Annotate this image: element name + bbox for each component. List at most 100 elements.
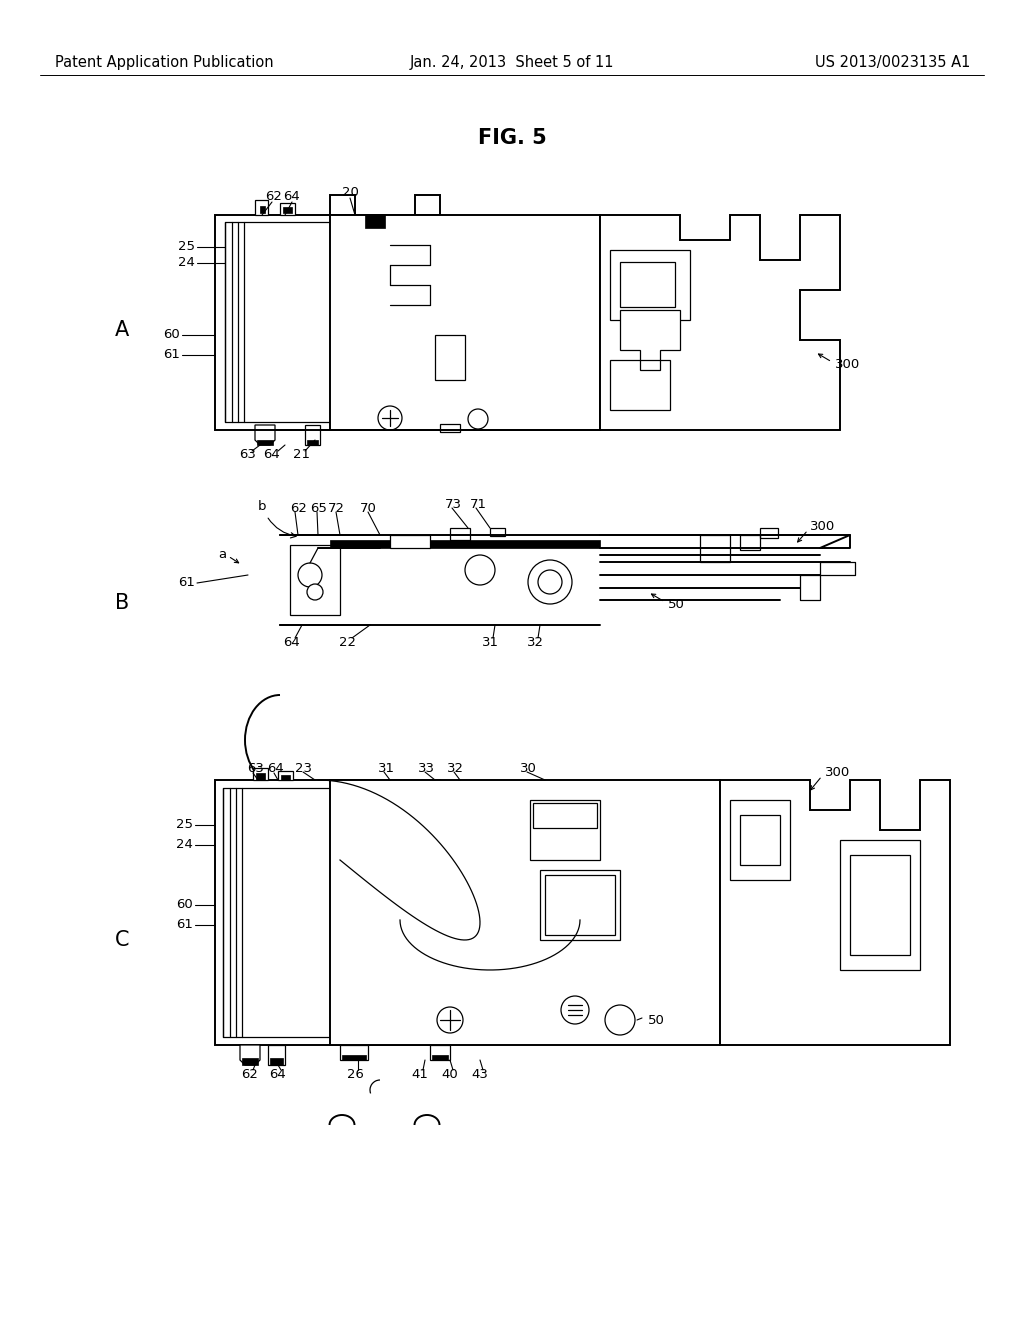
Polygon shape xyxy=(342,1055,366,1060)
Circle shape xyxy=(437,1007,463,1034)
Circle shape xyxy=(468,409,488,429)
Text: B: B xyxy=(115,593,129,612)
Circle shape xyxy=(298,564,322,587)
Polygon shape xyxy=(305,425,319,445)
Text: 31: 31 xyxy=(378,762,395,775)
Polygon shape xyxy=(240,1045,260,1065)
Polygon shape xyxy=(255,425,275,445)
Text: 300: 300 xyxy=(810,520,836,533)
Text: 43: 43 xyxy=(472,1068,488,1081)
Circle shape xyxy=(538,570,562,594)
Polygon shape xyxy=(340,1045,368,1060)
Bar xyxy=(540,870,620,940)
Text: 30: 30 xyxy=(520,762,537,775)
Text: 32: 32 xyxy=(447,762,464,775)
Text: 61: 61 xyxy=(178,577,195,590)
Circle shape xyxy=(561,997,589,1024)
Text: US 2013/0023135 A1: US 2013/0023135 A1 xyxy=(815,54,970,70)
Circle shape xyxy=(528,560,572,605)
Circle shape xyxy=(605,1005,635,1035)
Polygon shape xyxy=(270,1059,283,1065)
Text: 61: 61 xyxy=(176,919,193,932)
Text: FIG. 5: FIG. 5 xyxy=(477,128,547,148)
Polygon shape xyxy=(435,335,465,380)
Polygon shape xyxy=(283,207,292,213)
Text: 65: 65 xyxy=(310,502,327,515)
Text: 62: 62 xyxy=(265,190,282,203)
Polygon shape xyxy=(390,535,430,548)
Text: 63: 63 xyxy=(247,762,264,775)
Polygon shape xyxy=(268,1045,285,1065)
Bar xyxy=(740,535,760,550)
Text: 72: 72 xyxy=(328,502,345,515)
Text: 40: 40 xyxy=(441,1068,459,1081)
Text: 31: 31 xyxy=(481,635,499,648)
Polygon shape xyxy=(257,440,273,445)
Text: 33: 33 xyxy=(418,762,435,775)
Polygon shape xyxy=(330,215,600,430)
Circle shape xyxy=(378,407,402,430)
Polygon shape xyxy=(600,215,840,430)
Polygon shape xyxy=(253,768,268,780)
Polygon shape xyxy=(307,440,318,445)
Text: 62: 62 xyxy=(290,502,307,515)
Text: 64: 64 xyxy=(284,635,300,648)
Bar xyxy=(450,528,470,540)
Bar xyxy=(534,803,597,828)
Bar xyxy=(700,535,730,562)
Text: A: A xyxy=(115,319,129,341)
Text: b: b xyxy=(258,500,296,539)
Circle shape xyxy=(307,583,323,601)
Polygon shape xyxy=(620,310,680,370)
Bar xyxy=(530,800,600,861)
Text: 41: 41 xyxy=(412,1068,428,1081)
Text: 25: 25 xyxy=(176,818,193,832)
Text: 32: 32 xyxy=(526,635,544,648)
Bar xyxy=(620,261,675,308)
Bar xyxy=(760,528,778,539)
Text: 22: 22 xyxy=(340,635,356,648)
Text: 24: 24 xyxy=(178,256,195,269)
Bar xyxy=(290,545,340,615)
Text: 62: 62 xyxy=(242,1068,258,1081)
Polygon shape xyxy=(330,780,720,1045)
Text: 70: 70 xyxy=(360,502,377,515)
Text: 21: 21 xyxy=(294,449,310,462)
Polygon shape xyxy=(545,875,615,935)
Text: 73: 73 xyxy=(445,498,462,511)
Polygon shape xyxy=(330,195,355,215)
Text: 61: 61 xyxy=(163,348,180,362)
Polygon shape xyxy=(440,424,460,432)
Text: 20: 20 xyxy=(342,186,358,199)
Polygon shape xyxy=(280,203,295,215)
Polygon shape xyxy=(278,771,293,780)
Polygon shape xyxy=(281,775,290,780)
Text: 64: 64 xyxy=(267,762,284,775)
Bar xyxy=(610,360,670,411)
Text: 300: 300 xyxy=(825,767,850,780)
Text: 24: 24 xyxy=(176,838,193,851)
Text: C: C xyxy=(115,931,129,950)
Text: 50: 50 xyxy=(648,1014,665,1027)
Polygon shape xyxy=(330,540,600,548)
Text: 60: 60 xyxy=(163,329,180,342)
Text: a: a xyxy=(218,549,226,561)
Text: 64: 64 xyxy=(283,190,300,203)
Polygon shape xyxy=(215,780,440,1045)
Text: 50: 50 xyxy=(668,598,685,611)
Bar xyxy=(223,788,433,1038)
Polygon shape xyxy=(242,1059,258,1065)
Text: 60: 60 xyxy=(176,899,193,912)
Text: Jan. 24, 2013  Sheet 5 of 11: Jan. 24, 2013 Sheet 5 of 11 xyxy=(410,54,614,70)
Text: 64: 64 xyxy=(263,449,281,462)
Text: 63: 63 xyxy=(240,449,256,462)
Polygon shape xyxy=(432,1055,449,1060)
Polygon shape xyxy=(256,774,265,780)
Polygon shape xyxy=(415,195,440,215)
Circle shape xyxy=(465,554,495,585)
Text: 26: 26 xyxy=(346,1068,364,1081)
Bar xyxy=(490,528,505,536)
Polygon shape xyxy=(720,780,950,1045)
Polygon shape xyxy=(215,215,440,430)
Bar xyxy=(740,814,780,865)
